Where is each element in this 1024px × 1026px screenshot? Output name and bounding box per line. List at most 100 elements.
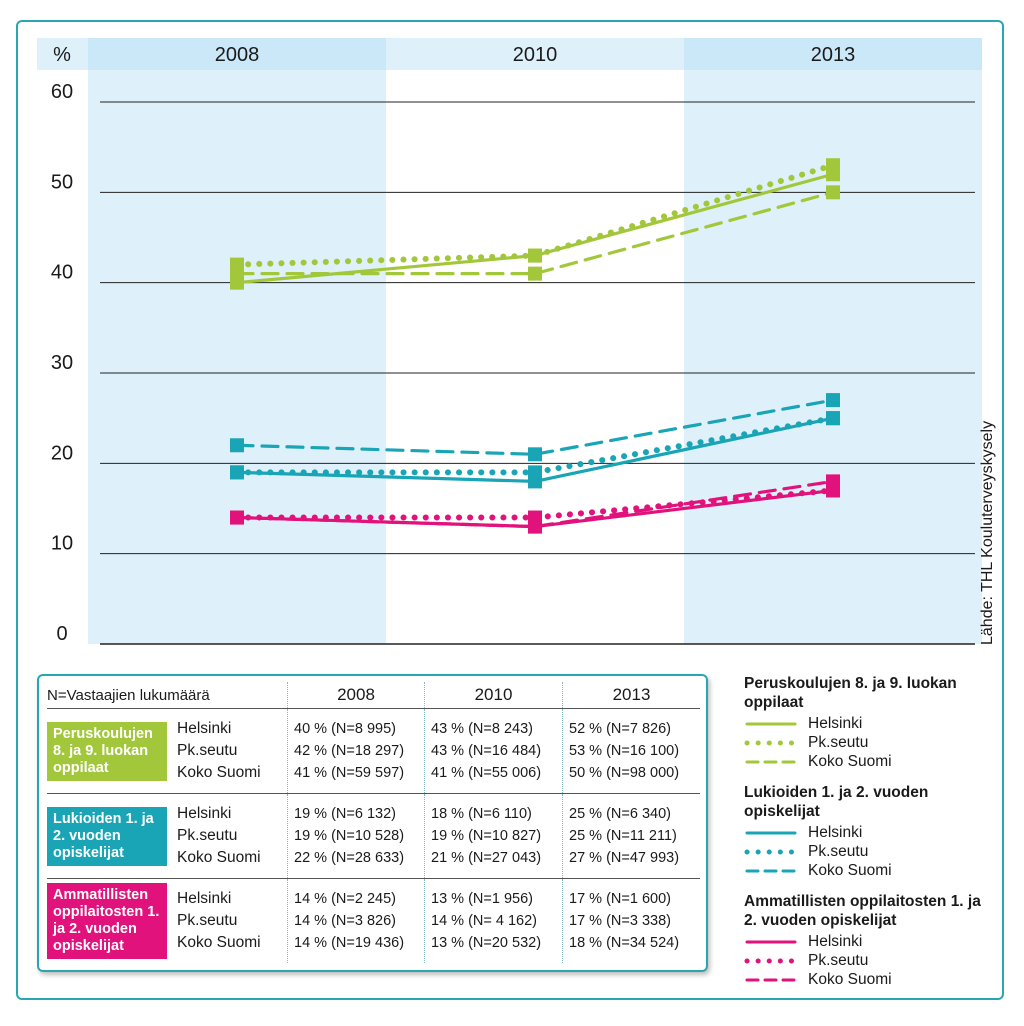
region-label: Helsinki: [177, 720, 232, 737]
legend-item-label: Helsinki: [808, 932, 863, 950]
legend-item-label: Pk.seutu: [808, 842, 869, 860]
legend-swatch-icon: [744, 958, 798, 963]
table-cell: 14 % (N=3 826): [294, 913, 396, 929]
table-cell: 53 % (N=16 100): [569, 743, 680, 759]
data-point-marker: [528, 519, 542, 534]
table-cell: 41 % (N=55 006): [431, 765, 542, 781]
legend-swatch-icon: [745, 869, 797, 872]
data-point-marker: [826, 158, 840, 173]
x-tick-label: 2013: [811, 44, 856, 66]
table-cell: 17 % (N=3 338): [569, 913, 671, 929]
legend-group-title: Peruskoulujen 8. ja 9. luokan oppilaat: [744, 675, 957, 711]
legend-item: Koko Suomi: [744, 970, 994, 989]
data-point-marker: [528, 248, 542, 263]
table-cell: 43 % (N=8 243): [431, 721, 533, 737]
table-year-2008: 2008: [287, 682, 425, 709]
legend-item: Helsinki: [744, 714, 994, 733]
table-cell: 17 % (N=1 600): [569, 891, 671, 907]
legend-item-label: Koko Suomi: [808, 752, 892, 770]
legend-swatch-icon: [745, 722, 797, 725]
table-group-row: Peruskoulujen 8. ja 9. luokan oppilaat H…: [47, 708, 700, 794]
y-tick-label: 10: [51, 533, 73, 555]
data-point-marker: [826, 474, 840, 489]
legend-swatch-icon: [744, 849, 798, 854]
table-cell: 14 % (N= 4 162): [431, 913, 537, 929]
table-cell: 13 % (N=20 532): [431, 935, 542, 951]
legend-item: Koko Suomi: [744, 752, 994, 771]
table-year-2010: 2010: [424, 682, 563, 709]
legend-item: Pk.seutu: [744, 842, 994, 861]
legend-item: Pk.seutu: [744, 733, 994, 752]
region-label: Helsinki: [177, 890, 232, 907]
legend-swatch-icon: [745, 760, 797, 763]
legend-item: Helsinki: [744, 823, 994, 842]
series-line: [235, 190, 835, 276]
source-label: Lähde: THL Kouluterveyskysely: [979, 421, 996, 645]
data-point-marker: [528, 266, 542, 281]
table-cell: 18 % (N=34 524): [569, 935, 680, 951]
table-year-2013: 2013: [562, 682, 700, 709]
legend-group: Lukioiden 1. ja 2. vuoden opiskelijat He…: [744, 783, 994, 880]
x-tick-label: 2008: [215, 44, 260, 66]
y-tick-label: 60: [51, 81, 73, 103]
legend-group-title: Lukioiden 1. ja 2. vuoden opiskelijat: [744, 784, 929, 820]
data-point-marker: [826, 185, 840, 200]
data-point-marker: [230, 266, 244, 281]
table-cell: 19 % (N=10 827): [431, 828, 542, 844]
table-cell: 18 % (N=6 110): [431, 806, 532, 822]
year-band-header: [88, 38, 386, 70]
table-cell: 52 % (N=7 826): [569, 721, 671, 737]
legend-group-title: Ammatillisten oppilaitosten 1. ja 2. vuo…: [744, 893, 981, 929]
table-cell: 43 % (N=16 484): [431, 743, 542, 759]
y-tick-label: 30: [51, 352, 73, 374]
data-point-marker: [230, 510, 244, 525]
legend-swatch-icon: [745, 978, 797, 981]
data-point-marker: [528, 447, 542, 462]
region-label: Pk.seutu: [177, 827, 238, 844]
region-label: Koko Suomi: [177, 764, 261, 781]
legend-item: Helsinki: [744, 932, 994, 951]
table-cell: 25 % (N=6 340): [569, 806, 671, 822]
y-tick-label: 20: [51, 442, 73, 464]
table-cell: 50 % (N=98 000): [569, 765, 680, 781]
legend-item-label: Helsinki: [808, 714, 863, 732]
legend-swatch-icon: [745, 831, 797, 834]
table-cell: 41 % (N=59 597): [294, 765, 405, 781]
region-label: Koko Suomi: [177, 934, 261, 951]
table-cell: 14 % (N=19 436): [294, 935, 405, 951]
table-cell: 14 % (N=2 245): [294, 891, 396, 907]
series-line: [235, 398, 835, 456]
region-label: Pk.seutu: [177, 912, 238, 929]
region-label: Pk.seutu: [177, 742, 238, 759]
data-point-marker: [230, 465, 244, 480]
legend-item-label: Helsinki: [808, 823, 863, 841]
year-band-header: [684, 38, 982, 70]
x-tick-label: 2010: [513, 44, 558, 66]
data-point-marker: [230, 438, 244, 453]
legend-item: Pk.seutu: [744, 951, 994, 970]
legend-swatch-icon: [744, 740, 798, 745]
table-cell: 19 % (N=6 132): [294, 806, 396, 822]
table-cell: 27 % (N=47 993): [569, 850, 680, 866]
legend: Peruskoulujen 8. ja 9. luokan oppilaat H…: [744, 674, 994, 1001]
data-point-marker: [826, 411, 840, 426]
table-cell: 25 % (N=11 211): [569, 828, 677, 844]
legend-group: Ammatillisten oppilaitosten 1. ja 2. vuo…: [744, 892, 994, 989]
table-cell: 22 % (N=28 633): [294, 850, 405, 866]
year-band: [684, 38, 982, 644]
legend-item-label: Koko Suomi: [808, 861, 892, 879]
data-point-marker: [528, 465, 542, 480]
region-label: Helsinki: [177, 805, 232, 822]
table-header-row: N=Vastaajien lukumäärä 2008 2010 2013: [47, 682, 700, 709]
table-cell: 42 % (N=18 297): [294, 743, 405, 759]
data-point-marker: [826, 393, 840, 408]
legend-item: Koko Suomi: [744, 861, 994, 880]
respondent-table: N=Vastaajien lukumäärä 2008 2010 2013 Pe…: [47, 682, 700, 963]
legend-item-label: Pk.seutu: [808, 951, 869, 969]
group-label-peruskoulu: Peruskoulujen 8. ja 9. luokan oppilaat: [47, 721, 167, 781]
y-tick-label: 50: [51, 171, 73, 193]
unit-label: %: [53, 44, 71, 66]
legend-item-label: Pk.seutu: [808, 733, 869, 751]
y-tick-label: 40: [51, 262, 73, 284]
